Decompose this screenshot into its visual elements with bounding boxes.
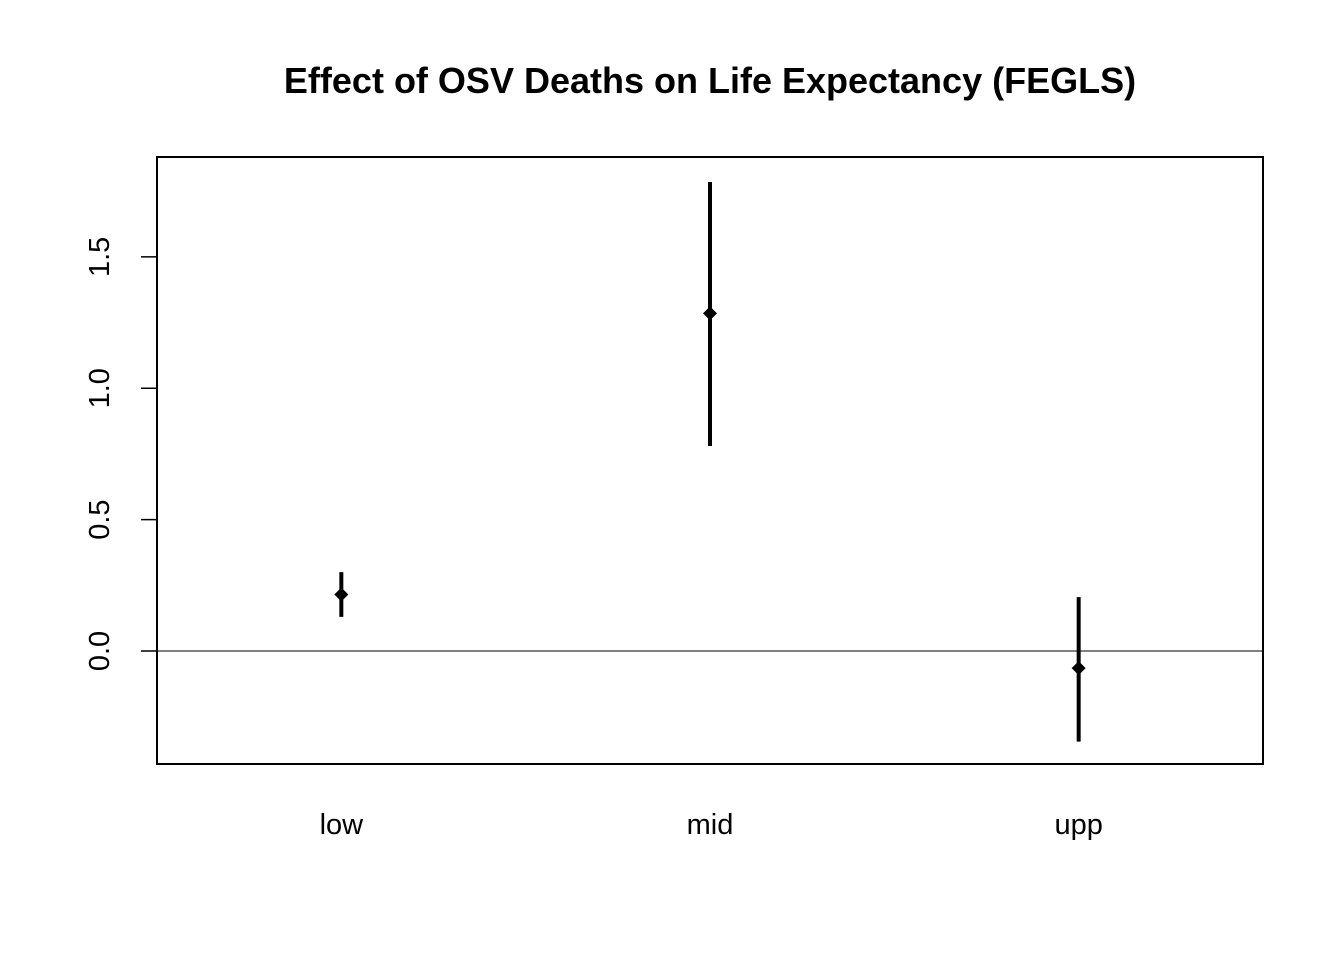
y-tick-label: 1.0: [84, 368, 116, 408]
x-tick-label-upp: upp: [1054, 809, 1102, 841]
series-layer: [334, 181, 1086, 742]
x-tick-label-low: low: [320, 809, 365, 841]
estimate-point-upp: [1071, 661, 1086, 676]
chart-title: Effect of OSV Deaths on Life Expectancy …: [284, 60, 1136, 101]
x-tick-label-mid: mid: [687, 809, 734, 841]
x-axis: low mid upp: [320, 809, 1103, 841]
y-axis: 0.0 0.5 1.0 1.5: [84, 237, 158, 671]
y-tick-label: 0.0: [84, 631, 116, 671]
estimate-point-low: [334, 587, 349, 602]
y-tick-label: 1.5: [84, 237, 116, 277]
y-tick-label: 0.5: [84, 499, 116, 539]
estimate-point-mid: [703, 306, 717, 321]
